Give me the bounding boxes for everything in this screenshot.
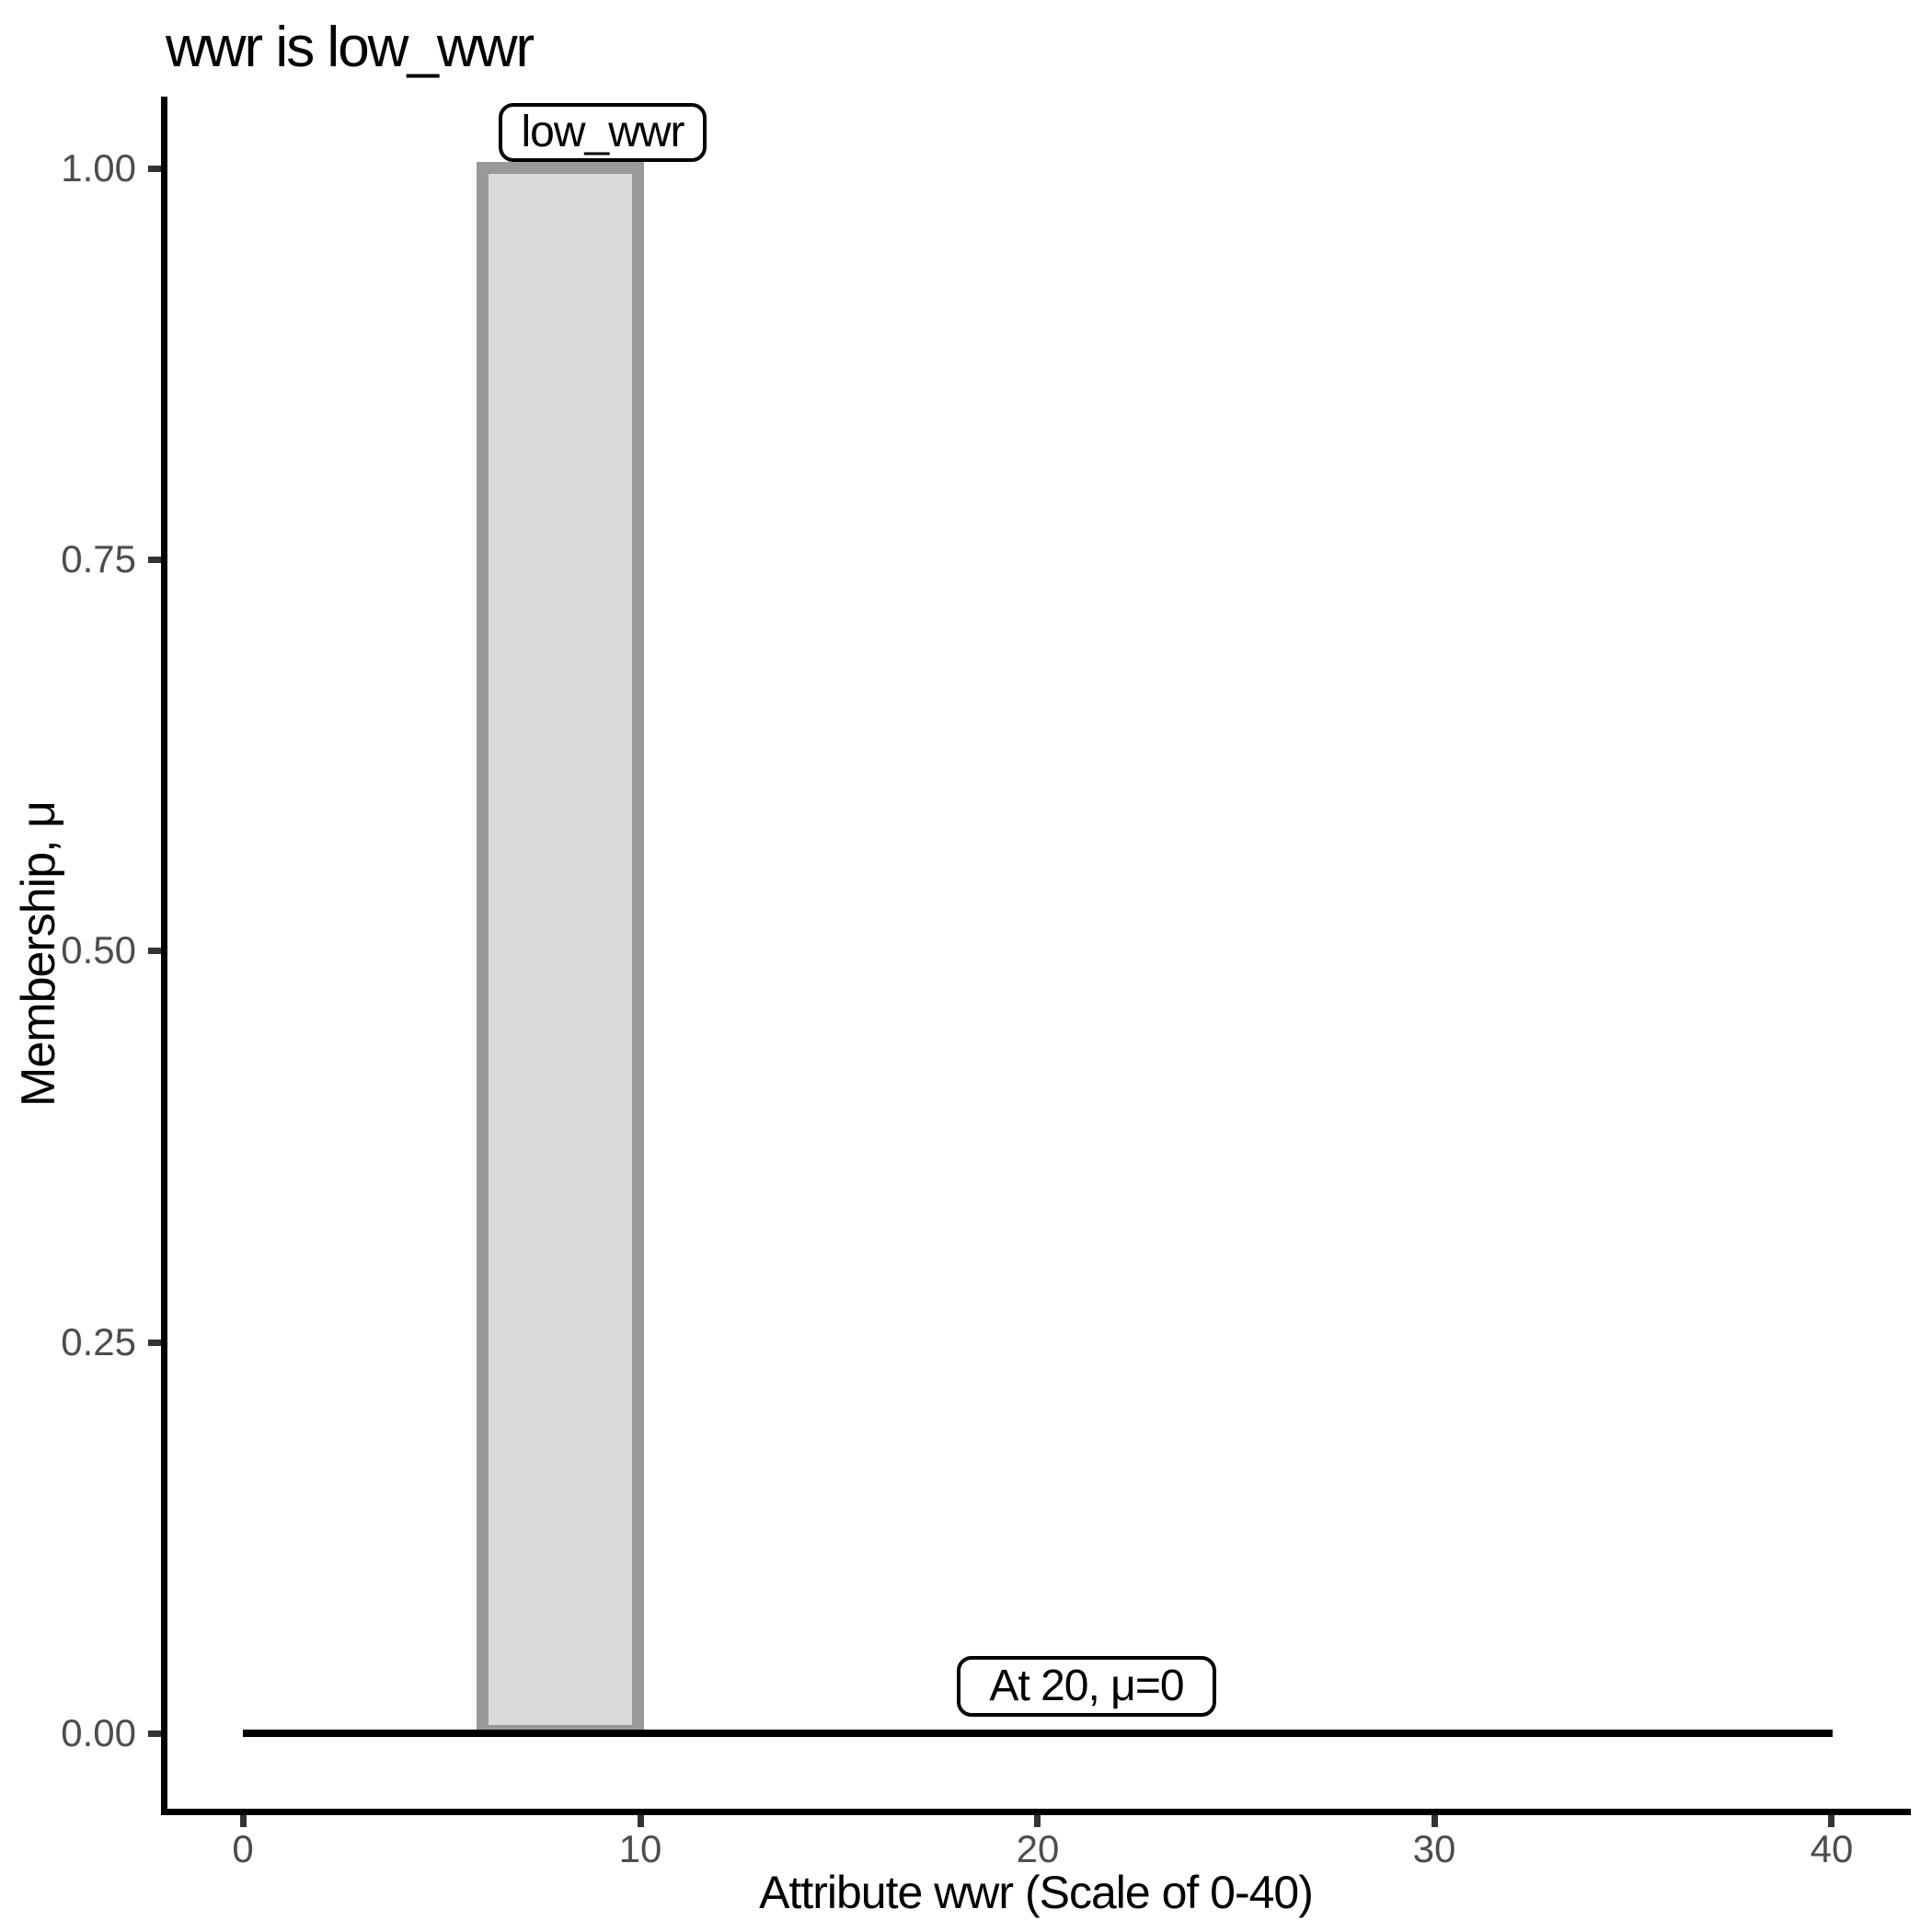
x-tick-label-0: 0 — [232, 1827, 254, 1870]
x-axis-line — [161, 1809, 1911, 1815]
y-tick-mark-1.00 — [148, 166, 161, 172]
y-tick-label-0.25: 0.25 — [61, 1320, 136, 1363]
membership-bar — [477, 162, 644, 1737]
x-tick-label-40: 40 — [1810, 1827, 1854, 1870]
x-tick-label-10: 10 — [618, 1827, 662, 1870]
y-axis-line — [161, 97, 167, 1815]
x-tick-mark-10 — [638, 1815, 644, 1827]
x-tick-mark-30 — [1432, 1815, 1438, 1827]
x-tick-mark-0 — [240, 1815, 247, 1827]
y-tick-mark-0.25 — [148, 1340, 161, 1346]
x-tick-label-20: 20 — [1016, 1827, 1060, 1870]
y-tick-label-0.00: 0.00 — [61, 1711, 136, 1754]
zero-membership-line — [243, 1730, 1833, 1737]
y-tick-mark-0.00 — [148, 1731, 161, 1737]
x-tick-mark-40 — [1828, 1815, 1834, 1827]
y-tick-mark-0.75 — [148, 557, 161, 563]
y-tick-label-1.00: 1.00 — [61, 146, 136, 190]
chart-title: wwr is low_wwr — [166, 16, 535, 79]
zero-point-label-box: At 20, μ=0 — [957, 1656, 1216, 1717]
y-tick-label-0.50: 0.50 — [61, 928, 136, 972]
y-axis-title: Membership, μ — [12, 801, 65, 1107]
x-tick-mark-20 — [1034, 1815, 1041, 1827]
y-tick-label-0.75: 0.75 — [61, 537, 136, 581]
y-tick-mark-0.50 — [148, 948, 161, 954]
set-label-box: low_wwr — [499, 103, 707, 162]
x-axis-title: Attribute wwr (Scale of 0-40) — [759, 1867, 1314, 1918]
x-tick-label-30: 30 — [1412, 1827, 1456, 1870]
